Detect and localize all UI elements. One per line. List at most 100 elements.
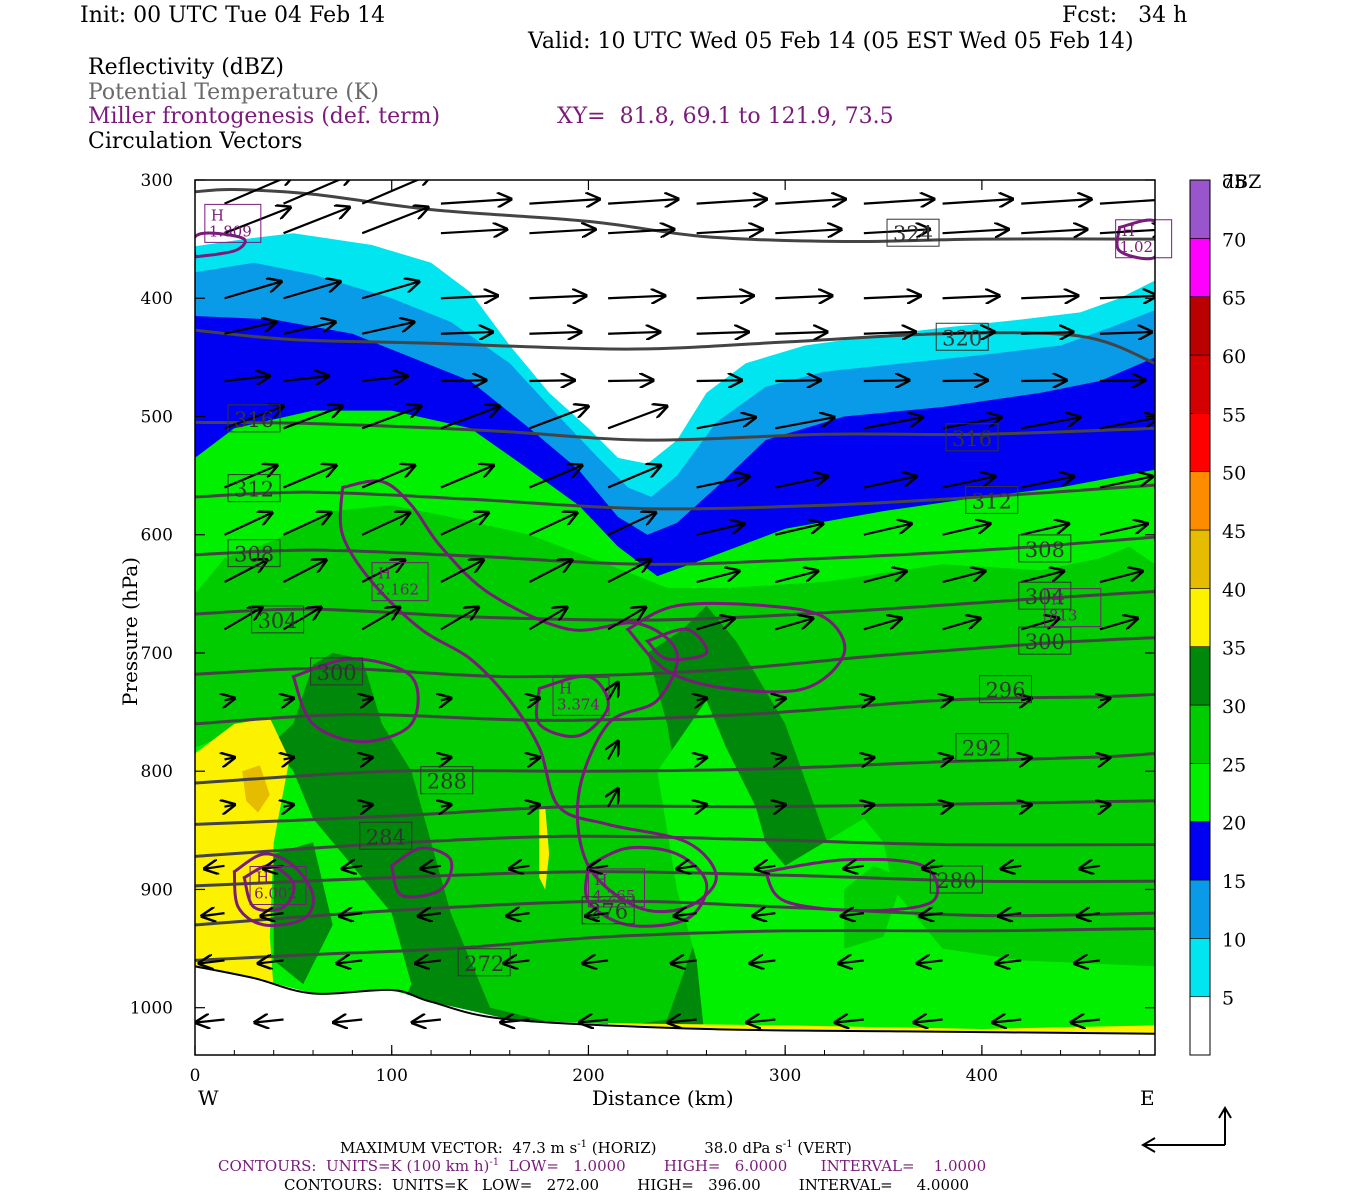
reflectivity-band xyxy=(657,700,1155,1055)
contour-label-text: 292 xyxy=(962,737,1002,761)
contour-label-text: 280 xyxy=(936,869,976,893)
circulation-vector xyxy=(696,524,745,536)
theta-label-300: 300 xyxy=(310,657,364,686)
circulation-vector xyxy=(775,805,785,807)
y-tick-label: 400 xyxy=(141,289,173,309)
y-tick-label: 800 xyxy=(141,762,173,782)
circulation-vector xyxy=(677,866,697,869)
circulation-vector xyxy=(440,465,494,489)
theta-contour-288 xyxy=(195,799,1155,826)
circulation-vector xyxy=(440,560,484,584)
max-vector-vert-unit: (VERT) xyxy=(797,1139,852,1157)
circulation-vector xyxy=(863,476,917,489)
circulation-vector xyxy=(421,866,442,869)
circulation-vector xyxy=(864,805,874,807)
y-tick-label: 300 xyxy=(141,171,173,191)
circulation-vector xyxy=(225,757,235,759)
circulation-vector xyxy=(607,465,661,489)
colorbar-swatch xyxy=(1189,996,1211,1056)
x-tick-label: 200 xyxy=(572,1066,604,1086)
circulation-vector xyxy=(696,380,742,381)
colorbar-swatch xyxy=(1189,821,1211,881)
circulation-vector xyxy=(283,465,337,489)
field-reflectivity: Reflectivity (dBZ) xyxy=(88,55,284,80)
circulation-vector xyxy=(942,229,1009,233)
theta-label-308-b: 308 xyxy=(1018,534,1072,563)
frontogenesis-range: LOW= 1.0000 HIGH= 6.0000 INTERVAL= 1.000… xyxy=(499,1157,987,1175)
contour-label-text: 312 xyxy=(972,489,1012,513)
contour-label-box xyxy=(227,404,281,433)
contour-label-text: 320 xyxy=(942,326,982,350)
circulation-vector xyxy=(224,207,291,235)
circulation-vector xyxy=(608,380,653,381)
colorbar-level: 45 xyxy=(1222,521,1246,543)
frontogenesis-contour xyxy=(232,852,315,928)
contour-label-box xyxy=(965,485,1019,514)
circulation-vector xyxy=(202,913,225,916)
circulation-vector xyxy=(696,417,756,430)
circulation-vector xyxy=(440,513,489,536)
circulation-vector xyxy=(1077,913,1101,916)
circulation-vector xyxy=(528,607,567,631)
frontogenesis-contour xyxy=(584,845,709,928)
circulation-vector xyxy=(199,960,225,963)
circulation-vector xyxy=(608,789,618,808)
max-vector-vert: 38.0 dPa s xyxy=(704,1139,783,1157)
circulation-vector xyxy=(863,332,916,334)
circulation-vector xyxy=(775,618,813,631)
reflectivity-band xyxy=(844,865,904,949)
contour-label-box xyxy=(251,605,305,634)
frontogenesis-units-exp: -1 xyxy=(489,1157,500,1168)
circulation-vector xyxy=(362,757,372,759)
circulation-vector xyxy=(1099,332,1152,334)
theta-label-316-b: 316 xyxy=(945,423,999,452)
frontogenesis-max-3.374: H3.374 xyxy=(552,676,610,716)
plot-frame xyxy=(194,179,1156,1056)
circulation-vectors xyxy=(196,180,1155,1023)
circulation-vector xyxy=(441,757,451,759)
circulation-vector xyxy=(283,282,341,300)
reference-vector-icon xyxy=(1141,1106,1232,1153)
contour-label-text: 300 xyxy=(1025,630,1065,654)
theta-contour-296 xyxy=(195,692,1155,726)
contour-label-text: 296 xyxy=(985,679,1025,703)
circulation-vector xyxy=(529,698,539,700)
circulation-vector xyxy=(750,960,776,963)
circulation-vector xyxy=(583,960,609,963)
contour-label-box xyxy=(359,821,413,850)
circulation-vector xyxy=(1021,476,1074,489)
circulation-vector xyxy=(440,199,511,204)
colorbar-swatch xyxy=(1189,879,1211,939)
circulation-vector xyxy=(864,698,874,700)
colorbar-swatch xyxy=(1189,354,1211,414)
max-vector-horiz: 47.3 m s xyxy=(512,1139,578,1157)
circulation-vector xyxy=(608,682,618,701)
circulation-vector xyxy=(1021,380,1066,381)
colorbar-swatch xyxy=(1189,704,1211,764)
colorbar-swatch xyxy=(1189,238,1211,297)
contour-label-text: 324 xyxy=(893,222,933,246)
circulation-vector xyxy=(863,524,912,536)
circulation-vector xyxy=(607,406,667,430)
init-time: Init: 00 UTC Tue 04 Feb 14 xyxy=(80,3,386,28)
frontogenesis-max-value: 1.02 xyxy=(1120,238,1153,256)
circulation-vector xyxy=(529,805,539,807)
frontogenesis-contour xyxy=(534,674,610,738)
contour-label-box xyxy=(457,948,511,977)
contour-label-box xyxy=(935,322,989,351)
contour-label-box xyxy=(310,657,364,686)
theta-label-312: 312 xyxy=(227,474,281,503)
circulation-vector xyxy=(224,465,278,489)
frontogenesis-max-value: 813 xyxy=(1049,607,1078,625)
circulation-vector xyxy=(1080,866,1101,869)
circulation-vector xyxy=(942,199,1013,204)
frontogenesis-max-value: 2.162 xyxy=(376,581,419,599)
frontogenesis-contour xyxy=(291,657,420,744)
circulation-vector xyxy=(361,282,419,300)
x-tick-label: 400 xyxy=(966,1066,998,1086)
circulation-vector xyxy=(942,476,996,489)
circulation-vector xyxy=(775,524,823,536)
circulation-vector xyxy=(1001,866,1022,869)
theta-label-272: 272 xyxy=(457,948,511,977)
colorbar-level: 70 xyxy=(1222,229,1246,251)
